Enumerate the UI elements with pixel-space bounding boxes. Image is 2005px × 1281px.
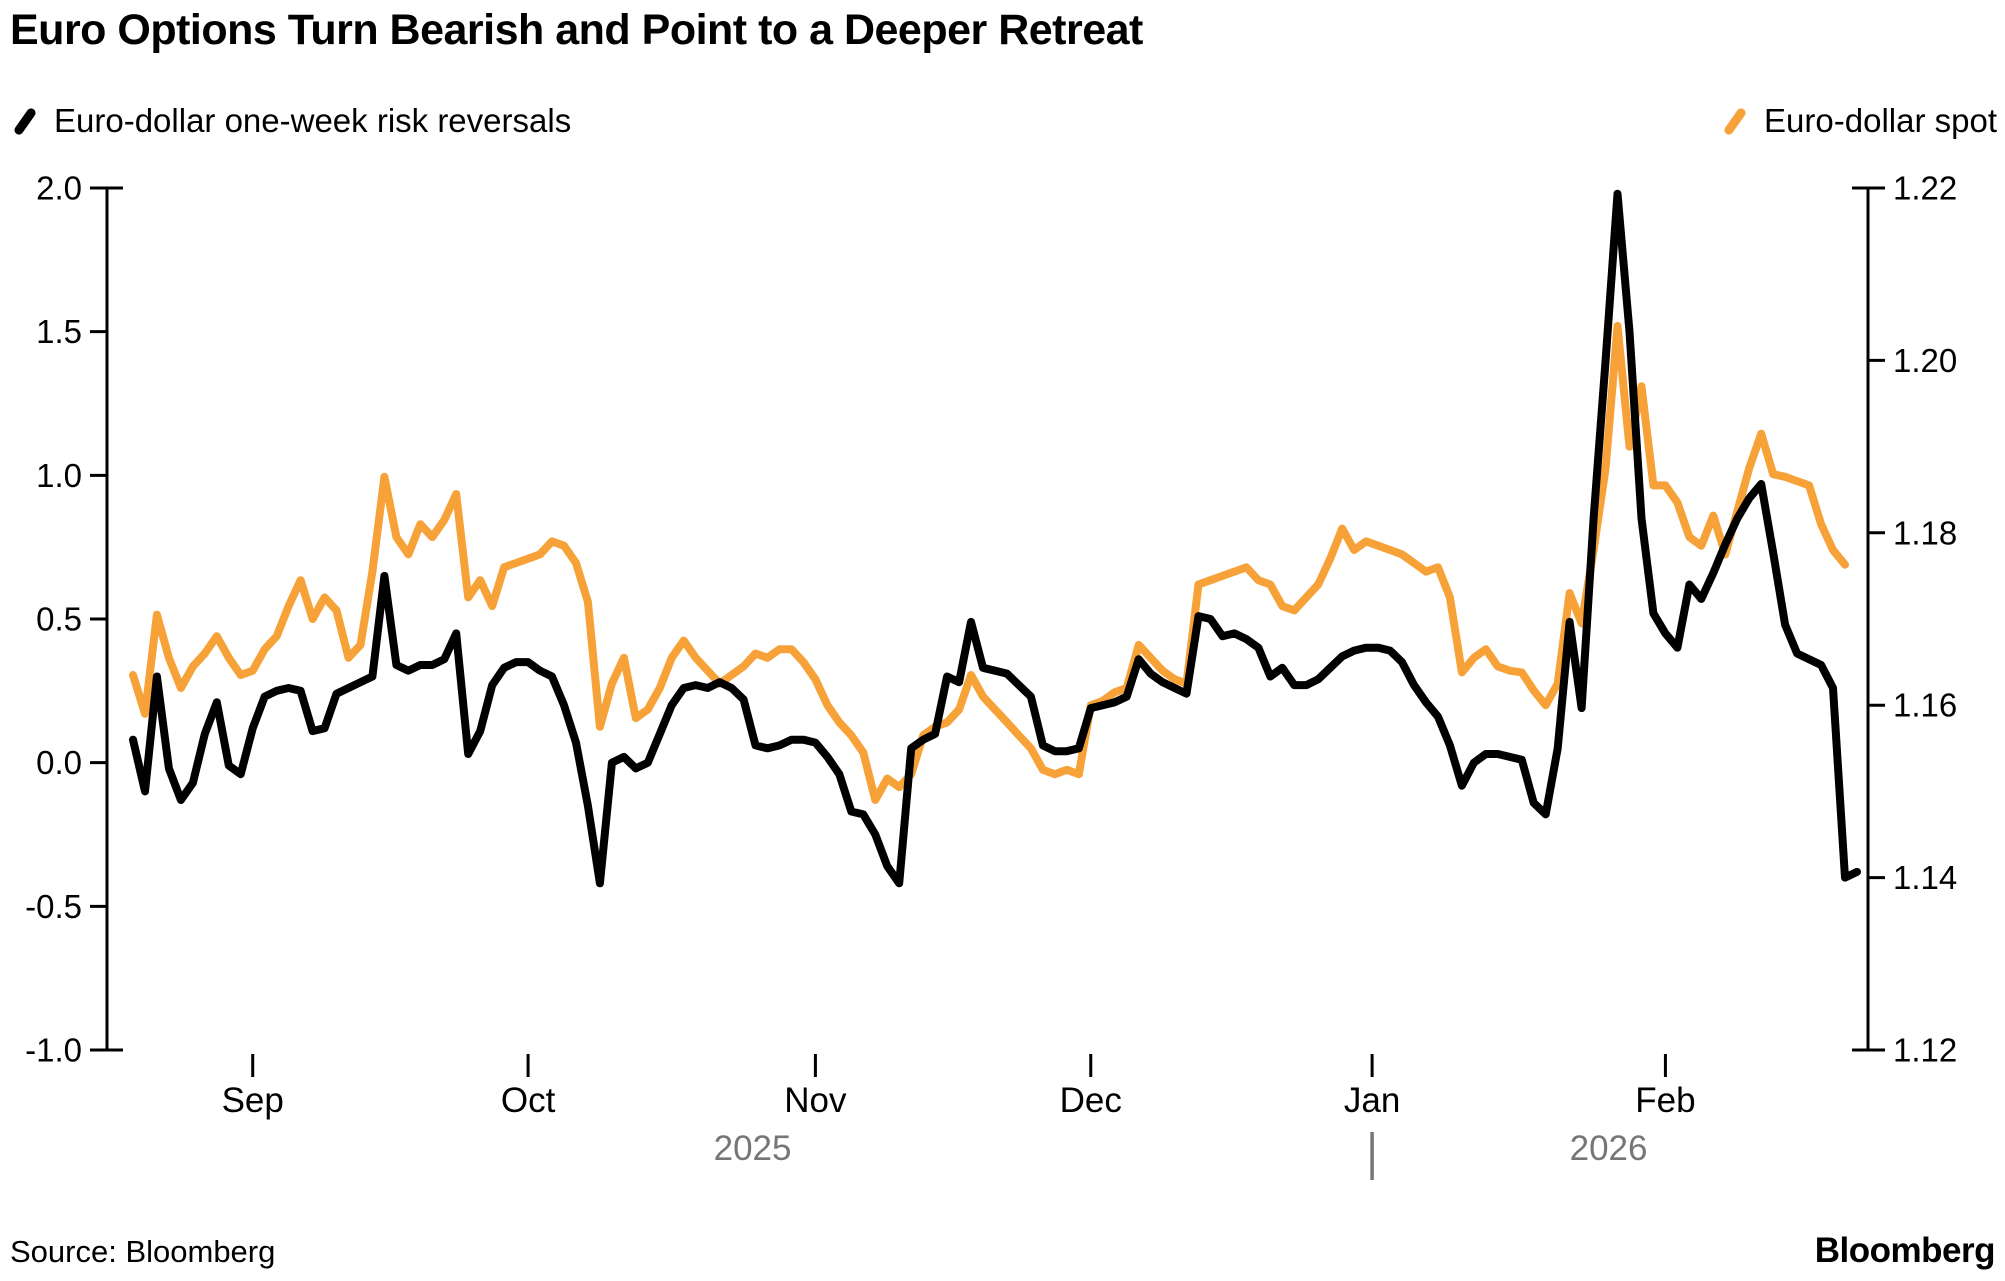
left-axis-tick-label: 1.0 xyxy=(36,457,82,494)
month-label: Nov xyxy=(784,1081,847,1120)
page-title: Euro Options Turn Bearish and Point to a… xyxy=(10,6,1143,54)
right-axis-tick-label: 1.14 xyxy=(1893,859,1957,896)
month-label: Sep xyxy=(222,1081,284,1120)
left-axis-tick-label: 0.0 xyxy=(36,744,82,781)
series-line-risk-reversals xyxy=(129,189,1861,888)
legend-label-risk-reversals: Euro-dollar one-week risk reversals xyxy=(54,102,572,139)
bloomberg-logo: Bloomberg xyxy=(1814,1231,1996,1270)
legend: Euro-dollar one-week risk reversals Euro… xyxy=(10,98,1997,144)
year-label: 2026 xyxy=(1570,1129,1648,1168)
right-axis-tick-label: 1.12 xyxy=(1893,1032,1957,1069)
month-label: Oct xyxy=(501,1081,556,1120)
month-label: Dec xyxy=(1060,1081,1122,1120)
legend-label-spot: Euro-dollar spot xyxy=(1764,102,1997,139)
left-axis-tick-label: -0.5 xyxy=(25,888,82,925)
series-line-spot xyxy=(129,321,1849,804)
left-axis-tick-label: 1.5 xyxy=(36,313,82,350)
month-label: Feb xyxy=(1635,1081,1695,1120)
month-label: Jan xyxy=(1344,1081,1400,1120)
right-axis-tick-label: 1.22 xyxy=(1893,170,1957,207)
right-axis-tick-label: 1.20 xyxy=(1893,342,1957,379)
left-axis-tick-label: 2.0 xyxy=(36,170,82,207)
source-note: Source: Bloomberg xyxy=(10,1234,276,1269)
right-axis-tick-label: 1.16 xyxy=(1893,687,1957,724)
legend-item-risk-reversals: Euro-dollar one-week risk reversals xyxy=(10,102,571,140)
left-axis-tick-label: 0.5 xyxy=(36,601,82,638)
legend-item-spot: Euro-dollar spot xyxy=(1720,102,1997,140)
left-axis-tick-label: -1.0 xyxy=(25,1032,82,1069)
right-axis-tick-label: 1.18 xyxy=(1893,514,1957,551)
year-label: 2025 xyxy=(714,1129,792,1168)
